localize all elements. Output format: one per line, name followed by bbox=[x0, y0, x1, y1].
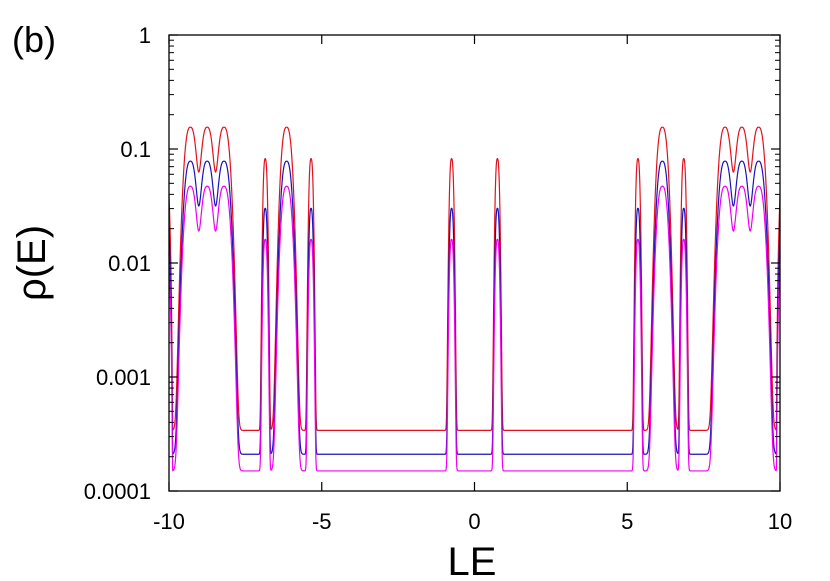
y-tick-label: 0.0001 bbox=[84, 479, 151, 504]
series-line-3 bbox=[168, 185, 781, 472]
x-tick-label: 5 bbox=[621, 509, 633, 534]
y-tick-label: 1 bbox=[139, 23, 151, 48]
y-axis-title: ρ(E) bbox=[10, 225, 54, 301]
x-tick-label: -10 bbox=[153, 509, 185, 534]
y-axis: 1 0.1 0.01 0.001 0.0001 bbox=[84, 23, 780, 504]
x-tick-label: -5 bbox=[312, 509, 332, 534]
x-axis-title: LE bbox=[448, 540, 497, 581]
series-line-2 bbox=[168, 160, 781, 456]
series-layer bbox=[168, 126, 781, 472]
y-tick-label: 0.01 bbox=[108, 251, 151, 276]
x-tick-label: 0 bbox=[468, 509, 480, 534]
x-axis: -10 -5 0 5 10 bbox=[153, 35, 792, 534]
series-line-1 bbox=[168, 126, 781, 432]
y-tick-label: 0.001 bbox=[96, 365, 151, 390]
panel-label: (b) bbox=[12, 19, 56, 60]
y-tick-label: 0.1 bbox=[120, 137, 151, 162]
x-tick-label: 10 bbox=[768, 509, 792, 534]
